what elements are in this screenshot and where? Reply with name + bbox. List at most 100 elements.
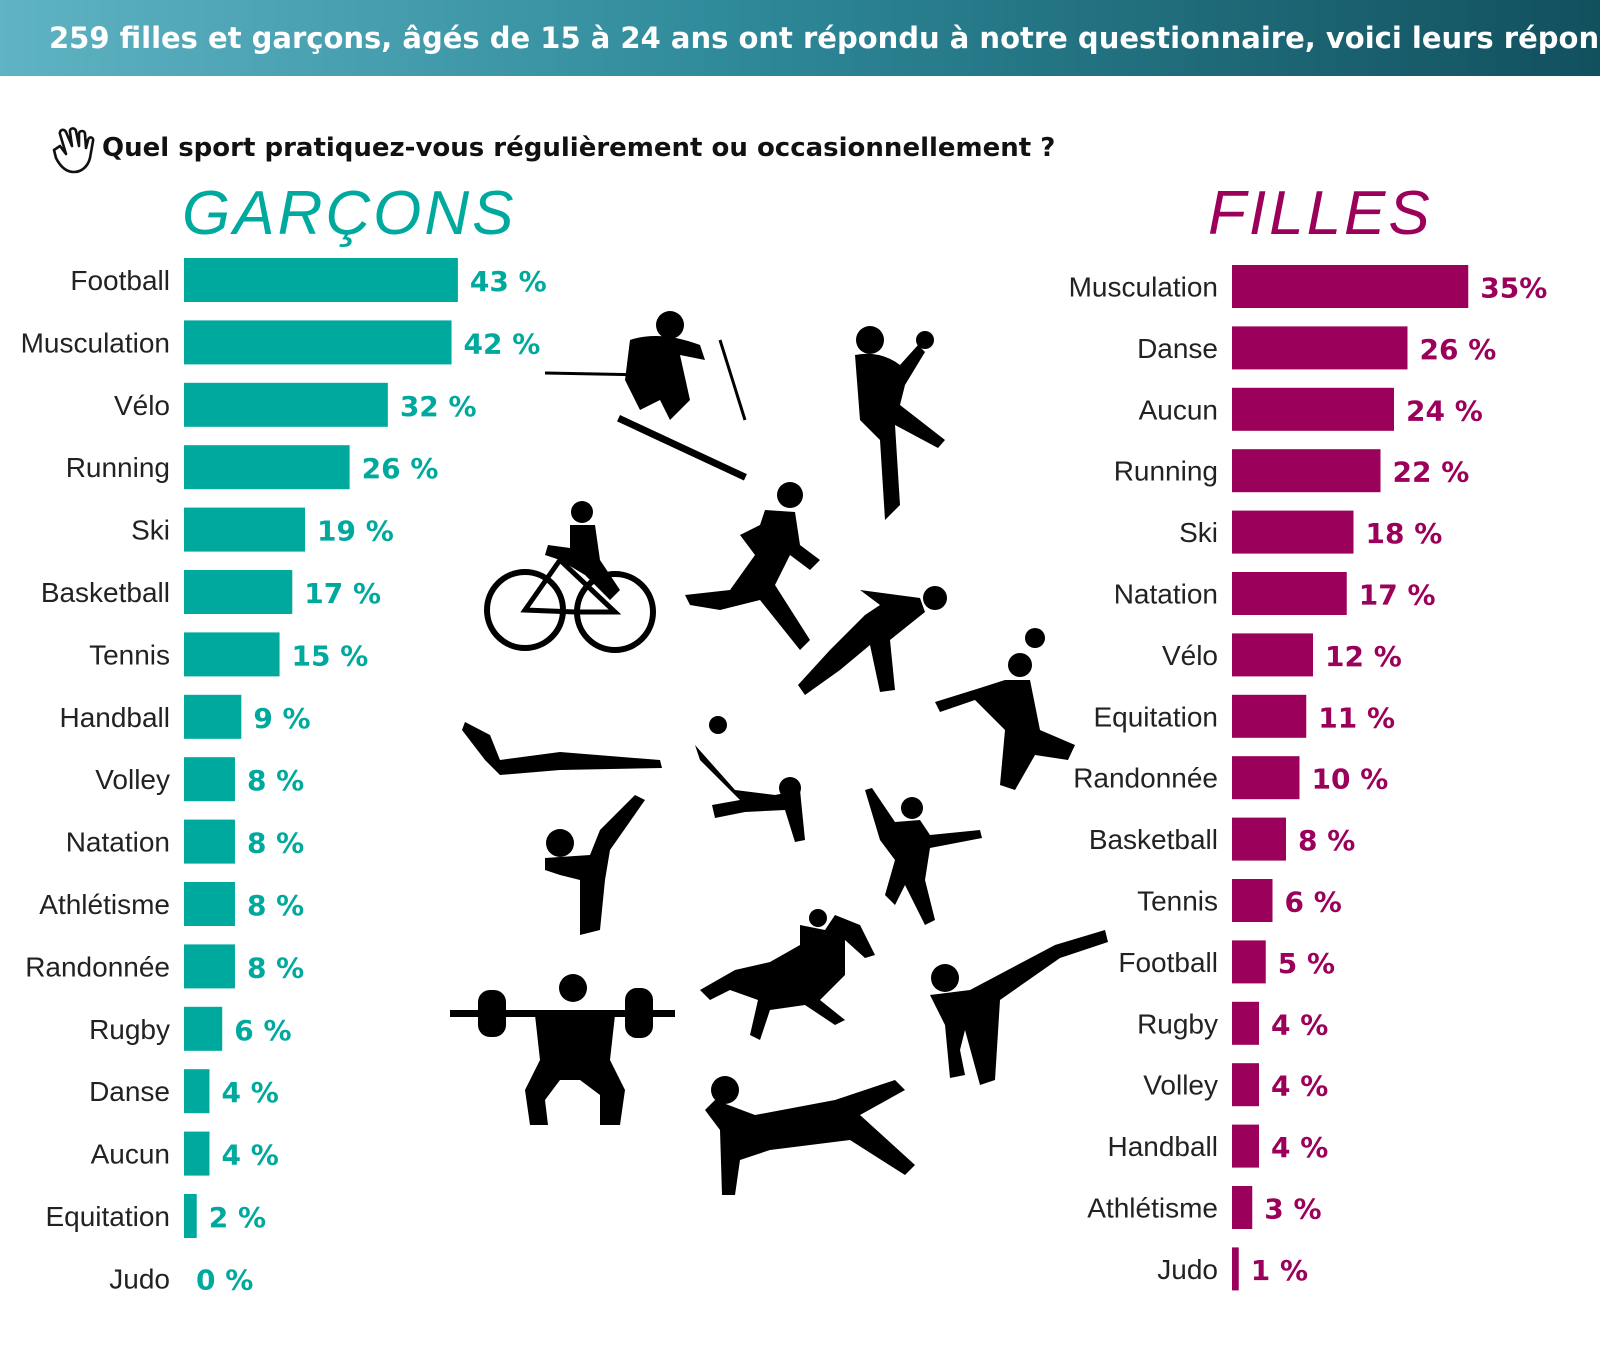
filles-category-label: Basketball xyxy=(1089,824,1218,855)
garcons-value-label: 8 % xyxy=(247,951,304,984)
garcons-value-label: 4 % xyxy=(221,1139,278,1172)
banner-text: 259 filles et garçons, âgés de 15 à 24 a… xyxy=(49,21,1600,55)
cyclist-icon xyxy=(484,501,656,653)
garcons-bar xyxy=(184,1131,210,1176)
karate-kicker-icon xyxy=(545,795,645,935)
filles-title: FILLES xyxy=(1208,179,1433,248)
handball-player-icon xyxy=(855,326,945,520)
filles-category-label: Tennis xyxy=(1137,886,1218,917)
filles-value-label: 24 % xyxy=(1406,394,1483,427)
garcons-category-label: Aucun xyxy=(91,1139,170,1170)
garcons-bar xyxy=(184,819,235,864)
garcons-bar xyxy=(184,1006,223,1051)
garcons-category-label: Rugby xyxy=(89,1014,170,1045)
filles-category-label: Judo xyxy=(1157,1254,1218,1285)
filles-category-label: Volley xyxy=(1143,1070,1218,1101)
garcons-value-label: 6 % xyxy=(234,1014,291,1047)
garcons-category-label: Basketball xyxy=(41,577,170,608)
filles-value-label: 12 % xyxy=(1325,640,1402,673)
yoga-pose-icon xyxy=(930,930,1108,1085)
filles-category-label: Ski xyxy=(1179,517,1218,548)
filles-category-label: Randonnée xyxy=(1073,763,1218,794)
filles-bar xyxy=(1232,510,1354,554)
garcons-value-label: 17 % xyxy=(304,577,381,610)
filles-value-label: 4 % xyxy=(1271,1131,1328,1164)
garcons-category-label: Volley xyxy=(95,764,170,795)
garcons-value-label: 42 % xyxy=(464,327,541,360)
garcons-bar xyxy=(184,320,452,365)
filles-value-label: 17 % xyxy=(1359,579,1436,612)
garcons-value-label: 9 % xyxy=(253,702,310,735)
question-text: Quel sport pratiquez-vous régulièrement … xyxy=(102,133,1056,163)
filles-value-label: 35% xyxy=(1480,272,1547,305)
filles-value-label: 4 % xyxy=(1271,1008,1328,1041)
filles-bar xyxy=(1232,387,1394,431)
filles-bar xyxy=(1232,1247,1239,1291)
garcons-category-label: Equitation xyxy=(45,1201,170,1232)
garcons-value-label: 15 % xyxy=(292,639,369,672)
garcons-bar xyxy=(184,944,235,989)
filles-value-label: 5 % xyxy=(1278,947,1335,980)
garcons-value-label: 8 % xyxy=(247,764,304,797)
garcons-category-label: Handball xyxy=(59,702,170,733)
garcons-title: GARÇONS xyxy=(182,179,517,248)
filles-category-label: Football xyxy=(1118,947,1218,978)
filles-value-label: 4 % xyxy=(1271,1070,1328,1103)
garcons-value-label: 32 % xyxy=(400,390,477,423)
garcons-bar xyxy=(184,507,306,552)
filles-bar xyxy=(1232,1124,1259,1168)
filles-bar xyxy=(1232,1001,1259,1045)
filles-value-label: 18 % xyxy=(1366,517,1443,550)
filles-bar xyxy=(1232,694,1307,738)
filles-bar xyxy=(1232,572,1347,615)
filles-value-label: 26 % xyxy=(1420,333,1497,366)
garcons-bar xyxy=(184,882,235,926)
filles-bar xyxy=(1232,633,1313,677)
sprinter-icon xyxy=(798,586,947,695)
horse-rider-icon xyxy=(700,909,875,1040)
filles-category-label: Rugby xyxy=(1137,1008,1218,1039)
basketball-player-icon xyxy=(935,628,1075,790)
garcons-bar xyxy=(184,258,458,302)
fitness-plank-icon xyxy=(705,1076,915,1195)
filles-value-label: 10 % xyxy=(1312,763,1389,796)
garcons-bar xyxy=(184,694,242,739)
filles-value-label: 8 % xyxy=(1298,824,1355,857)
garcons-bar xyxy=(184,382,388,427)
garcons-value-label: 26 % xyxy=(362,452,439,485)
filles-category-label: Equitation xyxy=(1093,701,1218,732)
filles-bar xyxy=(1232,817,1286,861)
garcons-bar xyxy=(184,1069,210,1114)
swimmer-icon xyxy=(462,722,662,775)
filles-value-label: 22 % xyxy=(1393,456,1470,489)
filles-bar xyxy=(1232,326,1408,370)
filles-category-label: Musculation xyxy=(1069,272,1218,303)
garcons-category-label: Randonnée xyxy=(25,951,170,982)
garcons-value-label: 0 % xyxy=(196,1263,253,1296)
filles-bar xyxy=(1232,449,1381,493)
garcons-category-label: Ski xyxy=(131,515,170,546)
runner-icon xyxy=(685,482,820,650)
filles-bar xyxy=(1232,879,1273,922)
garcons-category-label: Musculation xyxy=(21,327,170,358)
filles-bar xyxy=(1232,756,1300,800)
garcons-bar xyxy=(184,1194,197,1238)
filles-value-label: 3 % xyxy=(1264,1193,1321,1226)
filles-value-label: 11 % xyxy=(1318,701,1395,734)
weightlifter-icon xyxy=(450,974,675,1125)
filles-bar xyxy=(1232,940,1266,984)
filles-category-label: Aucun xyxy=(1139,394,1218,425)
filles-category-label: Natation xyxy=(1114,579,1218,610)
garcons-category-label: Natation xyxy=(66,827,170,858)
filles-value-label: 6 % xyxy=(1285,886,1342,919)
filles-category-label: Running xyxy=(1114,456,1218,487)
volleyball-player-icon xyxy=(695,716,805,842)
question: Quel sport pratiquez-vous régulièrement … xyxy=(46,118,1055,178)
garcons-category-label: Vélo xyxy=(114,390,170,421)
garcons-category-label: Judo xyxy=(109,1263,170,1294)
garcons-category-label: Athlétisme xyxy=(39,889,170,920)
filles-bar xyxy=(1232,1063,1259,1107)
garcons-value-label: 8 % xyxy=(247,889,304,922)
skier-icon xyxy=(544,311,747,481)
